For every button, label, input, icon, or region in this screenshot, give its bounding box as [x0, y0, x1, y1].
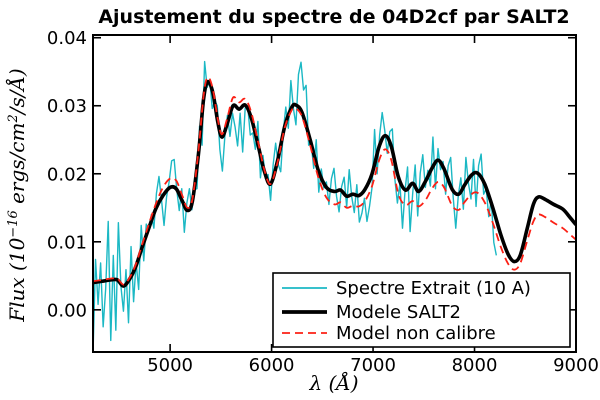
legend-box — [272, 272, 571, 348]
chart-title: Ajustement du spectre de 04D2cf par SALT… — [98, 6, 569, 28]
x-tick-label: 9000 — [553, 355, 599, 376]
salt2-model-line — [93, 79, 576, 288]
y-tick-label: 0.04 — [47, 28, 87, 49]
x-tick-label: 6000 — [249, 355, 295, 376]
x-tick-label: 5000 — [147, 355, 193, 376]
legend-label: Spectre Extrait (10 A) — [336, 278, 531, 299]
series-group — [93, 60, 576, 352]
y-tick-label: 0.01 — [47, 232, 87, 253]
x-axis-label: λ (Å) — [308, 370, 358, 395]
y-tick-label: 0.03 — [47, 96, 87, 117]
y-axis-label: Flux (10−16 ergs/cm2/s/Å) — [4, 68, 29, 323]
y-tick-label: 0.02 — [47, 164, 87, 185]
legend-label: Modele SALT2 — [336, 302, 461, 323]
legend-label: Model non calibre — [336, 323, 496, 344]
uncalibrated-model-line — [93, 76, 576, 286]
extracted-spectrum-line — [93, 60, 498, 352]
axes-frame — [92, 34, 577, 353]
x-tick-label: 7000 — [350, 355, 396, 376]
legend: Spectre Extrait (10 A) Modele SALT2 Mode… — [272, 272, 571, 348]
y-tick-label: 0.00 — [47, 300, 87, 321]
x-tick-label: 8000 — [452, 355, 498, 376]
